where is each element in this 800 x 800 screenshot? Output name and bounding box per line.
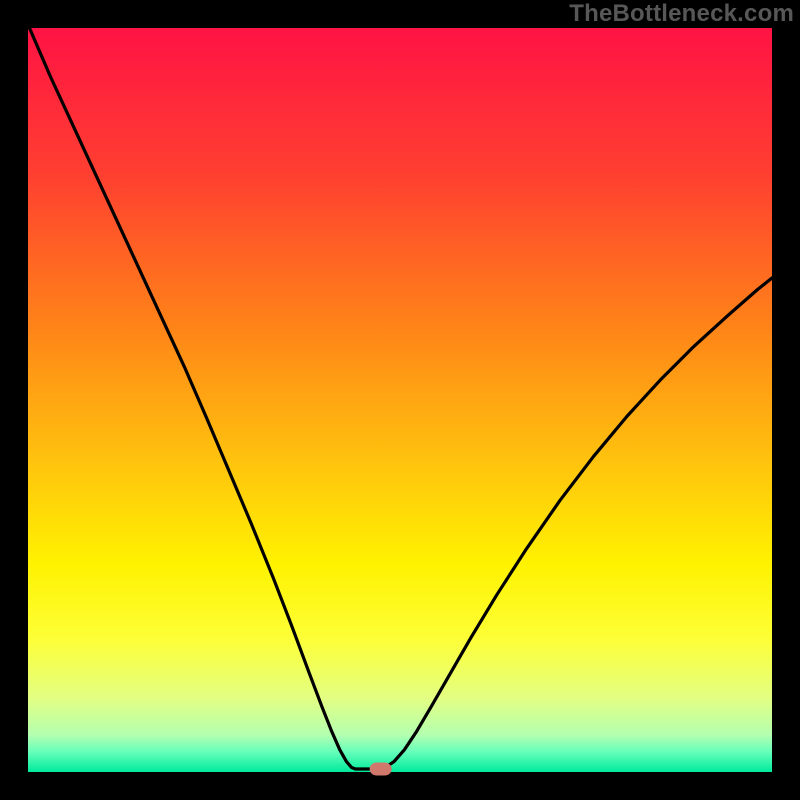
watermark-text: TheBottleneck.com [569,0,794,28]
optimum-marker [370,763,392,776]
figure-container: TheBottleneck.com [0,0,800,800]
bottleneck-chart [0,0,800,800]
plot-background-gradient [28,28,772,772]
